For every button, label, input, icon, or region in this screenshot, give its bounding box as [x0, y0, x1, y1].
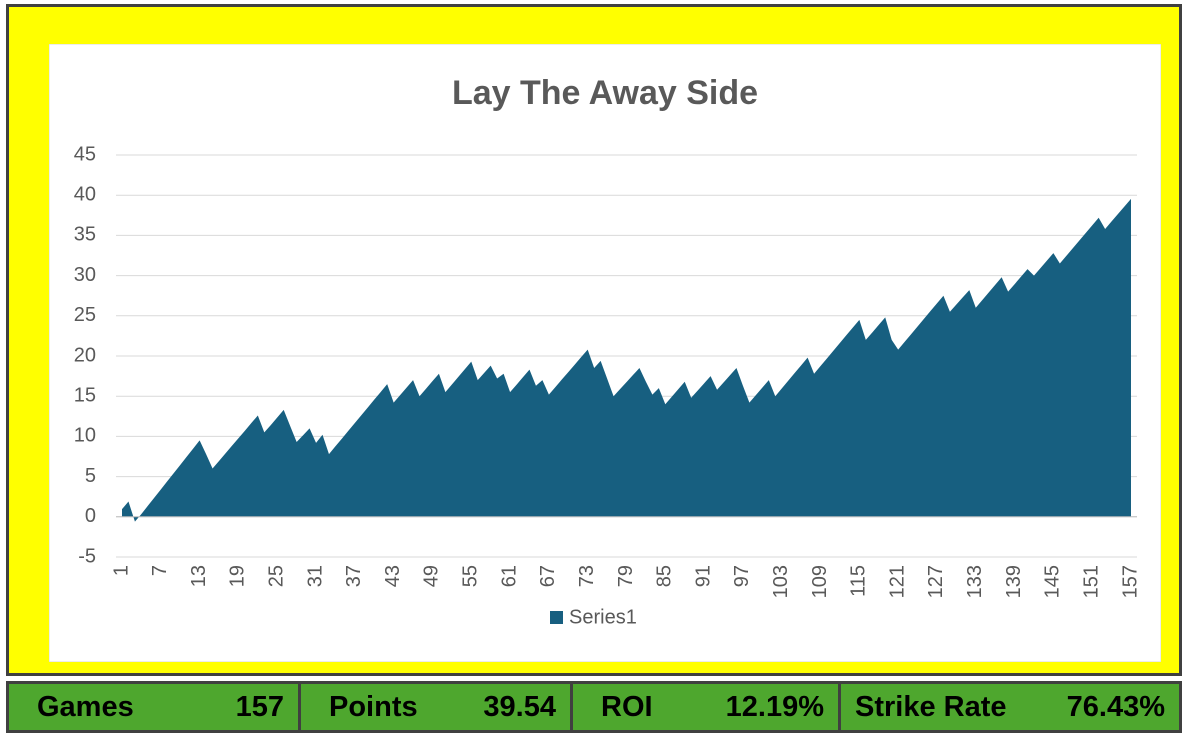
summary-label: Games [37, 690, 134, 723]
summary-cell: Games 157 [9, 684, 301, 730]
x-tick-label: 97 [731, 565, 753, 587]
y-tick-label: -5 [78, 545, 96, 567]
y-tick-label: 25 [74, 304, 96, 326]
summary-label: ROI [601, 690, 653, 723]
x-tick-label: 139 [1003, 565, 1025, 598]
summary-cell: Strike Rate 76.43% [841, 684, 1179, 730]
x-tick-label: 121 [886, 565, 908, 598]
summary-value: 157 [235, 690, 284, 723]
y-tick-label: 40 [74, 183, 96, 205]
x-tick-label: 19 [227, 565, 249, 587]
y-tick-label: 45 [74, 143, 96, 165]
summary-value: 12.19% [725, 690, 824, 723]
y-tick-label: 5 [85, 465, 96, 487]
x-tick-label: 133 [964, 565, 986, 598]
chart-title: Lay The Away Side [452, 74, 758, 112]
x-tick-label: 7 [149, 565, 171, 576]
x-tick-label: 49 [421, 565, 443, 587]
area [122, 198, 1131, 522]
legend-label: Series1 [569, 606, 637, 628]
summary-label: Points [329, 690, 418, 723]
y-tick-label: 0 [85, 505, 96, 527]
x-tick-label: 145 [1042, 565, 1064, 598]
summary-label: Strike Rate [855, 690, 1007, 723]
y-tick-label: 35 [74, 224, 96, 246]
x-tick-label: 79 [615, 565, 637, 587]
x-tick-label: 1 [110, 565, 132, 576]
summary-cell: Points 39.54 [301, 684, 573, 730]
x-tick-label: 31 [304, 565, 326, 587]
x-tick-label: 43 [382, 565, 404, 587]
y-tick-label: 20 [74, 344, 96, 366]
x-tick-label: 103 [770, 565, 792, 598]
y-tick-label: 15 [74, 384, 96, 406]
summary-value: 39.54 [483, 690, 556, 723]
x-tick-label: 55 [460, 565, 482, 587]
x-tick-label: 37 [343, 565, 365, 587]
x-tick-label: 73 [576, 565, 598, 587]
x-tick-label: 151 [1080, 565, 1102, 598]
chart-frame: Lay The Away Side -5 0 5 10 15 20 25 30 35 40 45 1 7… [6, 4, 1182, 676]
x-tick-label: 67 [537, 565, 559, 587]
x-tick-label: 61 [498, 565, 520, 587]
summary-value: 76.43% [1066, 690, 1165, 723]
x-tick-label: 127 [925, 565, 947, 598]
x-tick-label: 109 [809, 565, 831, 598]
legend-swatch [550, 611, 563, 624]
x-tick-label: 25 [266, 565, 288, 587]
y-tick-label: 30 [74, 264, 96, 286]
x-tick-label: 115 [848, 565, 870, 597]
x-tick-label: 157 [1119, 565, 1141, 598]
y-tick-label: 10 [74, 425, 96, 447]
summary-bar: Games 157 Points 39.54 ROI 12.19% Strike Ra… [6, 681, 1182, 733]
x-tick-label: 91 [692, 565, 714, 587]
chart: Lay The Away Side -5 0 5 10 15 20 25 30 35 40 45 1 7… [49, 44, 1161, 662]
x-tick-label: 85 [654, 565, 676, 587]
summary-cell: ROI 12.19% [573, 684, 841, 730]
x-tick-label: 13 [188, 565, 210, 587]
